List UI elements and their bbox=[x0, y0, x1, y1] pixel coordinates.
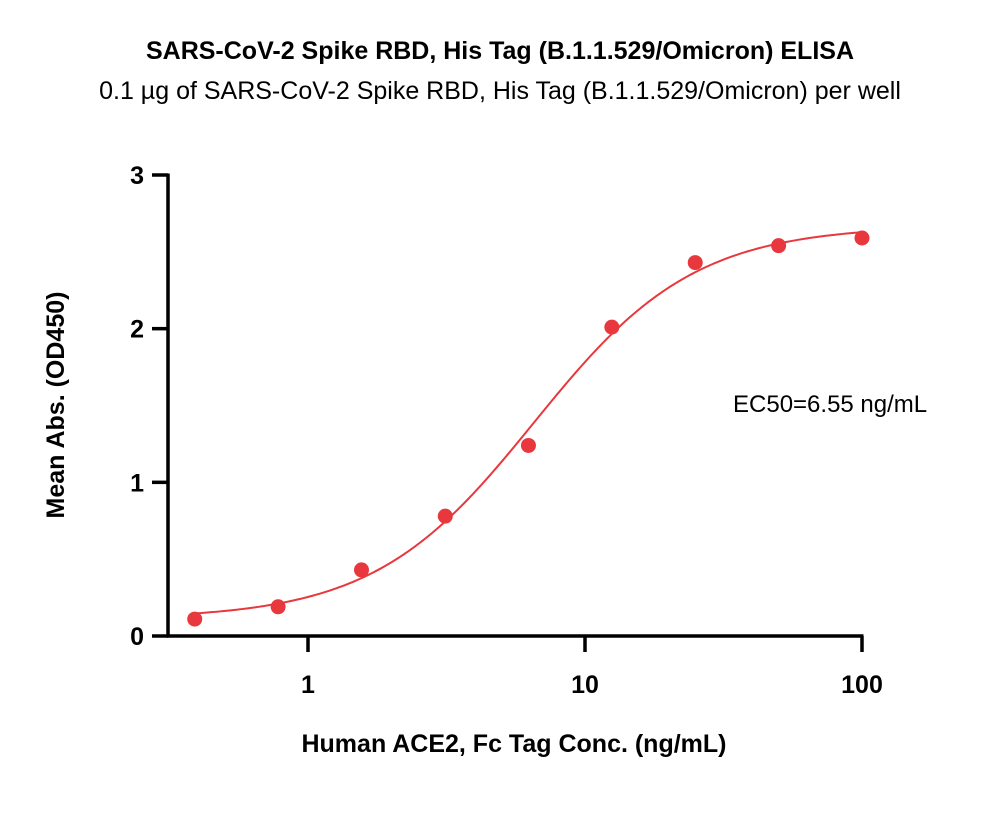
data-point bbox=[771, 238, 787, 254]
data-point bbox=[604, 319, 620, 335]
axes bbox=[166, 173, 864, 638]
x-axis-label: Human ACE2, Fc Tag Conc. (ng/mL) bbox=[301, 730, 726, 758]
y-tick-label: 0 bbox=[130, 623, 144, 651]
data-point bbox=[353, 562, 369, 578]
fit-curve bbox=[194, 231, 863, 615]
y-axis-label: Mean Abs. (OD450) bbox=[42, 292, 70, 519]
chart-title: SARS-CoV-2 Spike RBD, His Tag (B.1.1.529… bbox=[145, 37, 855, 65]
ec50-annotation: EC50=6.55 ng/mL bbox=[733, 391, 927, 418]
y-tick-label: 2 bbox=[130, 316, 144, 344]
x-tick-label: 1 bbox=[301, 671, 315, 699]
y-tick-label: 1 bbox=[130, 469, 144, 497]
y-tick-label: 3 bbox=[130, 162, 144, 190]
data-point bbox=[437, 508, 453, 524]
data-point bbox=[270, 599, 286, 615]
data-point bbox=[187, 611, 203, 627]
y-ticks: 0 1 2 3 bbox=[130, 162, 168, 651]
x-tick-label: 10 bbox=[571, 671, 599, 699]
chart-subtitle: 0.1 µg of SARS-CoV-2 Spike RBD, His Tag … bbox=[99, 77, 901, 105]
data-point bbox=[520, 437, 536, 453]
data-points bbox=[187, 230, 870, 627]
data-point bbox=[854, 230, 870, 246]
x-ticks: 1 10 100 bbox=[301, 636, 883, 699]
data-point bbox=[687, 255, 703, 271]
x-tick-label: 100 bbox=[841, 671, 883, 699]
